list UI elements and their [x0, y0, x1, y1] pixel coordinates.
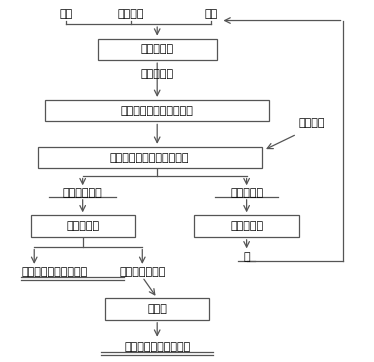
Bar [45, 100, 269, 122]
Text: 混合与活化: 混合与活化 [141, 45, 174, 54]
Text: 硫: 硫 [243, 252, 250, 262]
Text: 未过筛二硫化钨: 未过筛二硫化钨 [119, 267, 165, 277]
Text: 活化混合粉: 活化混合粉 [141, 69, 174, 79]
Bar [31, 215, 135, 237]
Bar [38, 147, 261, 168]
Text: 二硫化钨: 二硫化钨 [118, 9, 144, 19]
Text: 二硫化钨（指定粒度）: 二硫化钨（指定粒度） [124, 342, 190, 352]
Text: 二硫化钨: 二硫化钨 [299, 118, 325, 128]
Text: 舟外硫溶液: 舟外硫溶液 [230, 188, 263, 198]
Bar [105, 298, 209, 320]
Text: 舟内二硫化钨: 舟内二硫化钨 [63, 188, 102, 198]
Text: 二硫化钨（指定粒度）: 二硫化钨（指定粒度） [21, 267, 88, 277]
Text: 反应管低温区硫液化或凝华: 反应管低温区硫液化或凝华 [110, 152, 190, 163]
Text: 筛分机过筛: 筛分机过筛 [66, 221, 99, 231]
Text: 装舟入反应管高温区反应: 装舟入反应管高温区反应 [121, 106, 194, 116]
Text: 硫粉: 硫粉 [205, 9, 218, 19]
Text: 钨粉: 钨粉 [59, 9, 73, 19]
Text: 球磨机: 球磨机 [147, 304, 167, 314]
Bar [194, 215, 299, 237]
Text: 硫回收装置: 硫回收装置 [230, 221, 263, 231]
Bar [98, 39, 217, 60]
